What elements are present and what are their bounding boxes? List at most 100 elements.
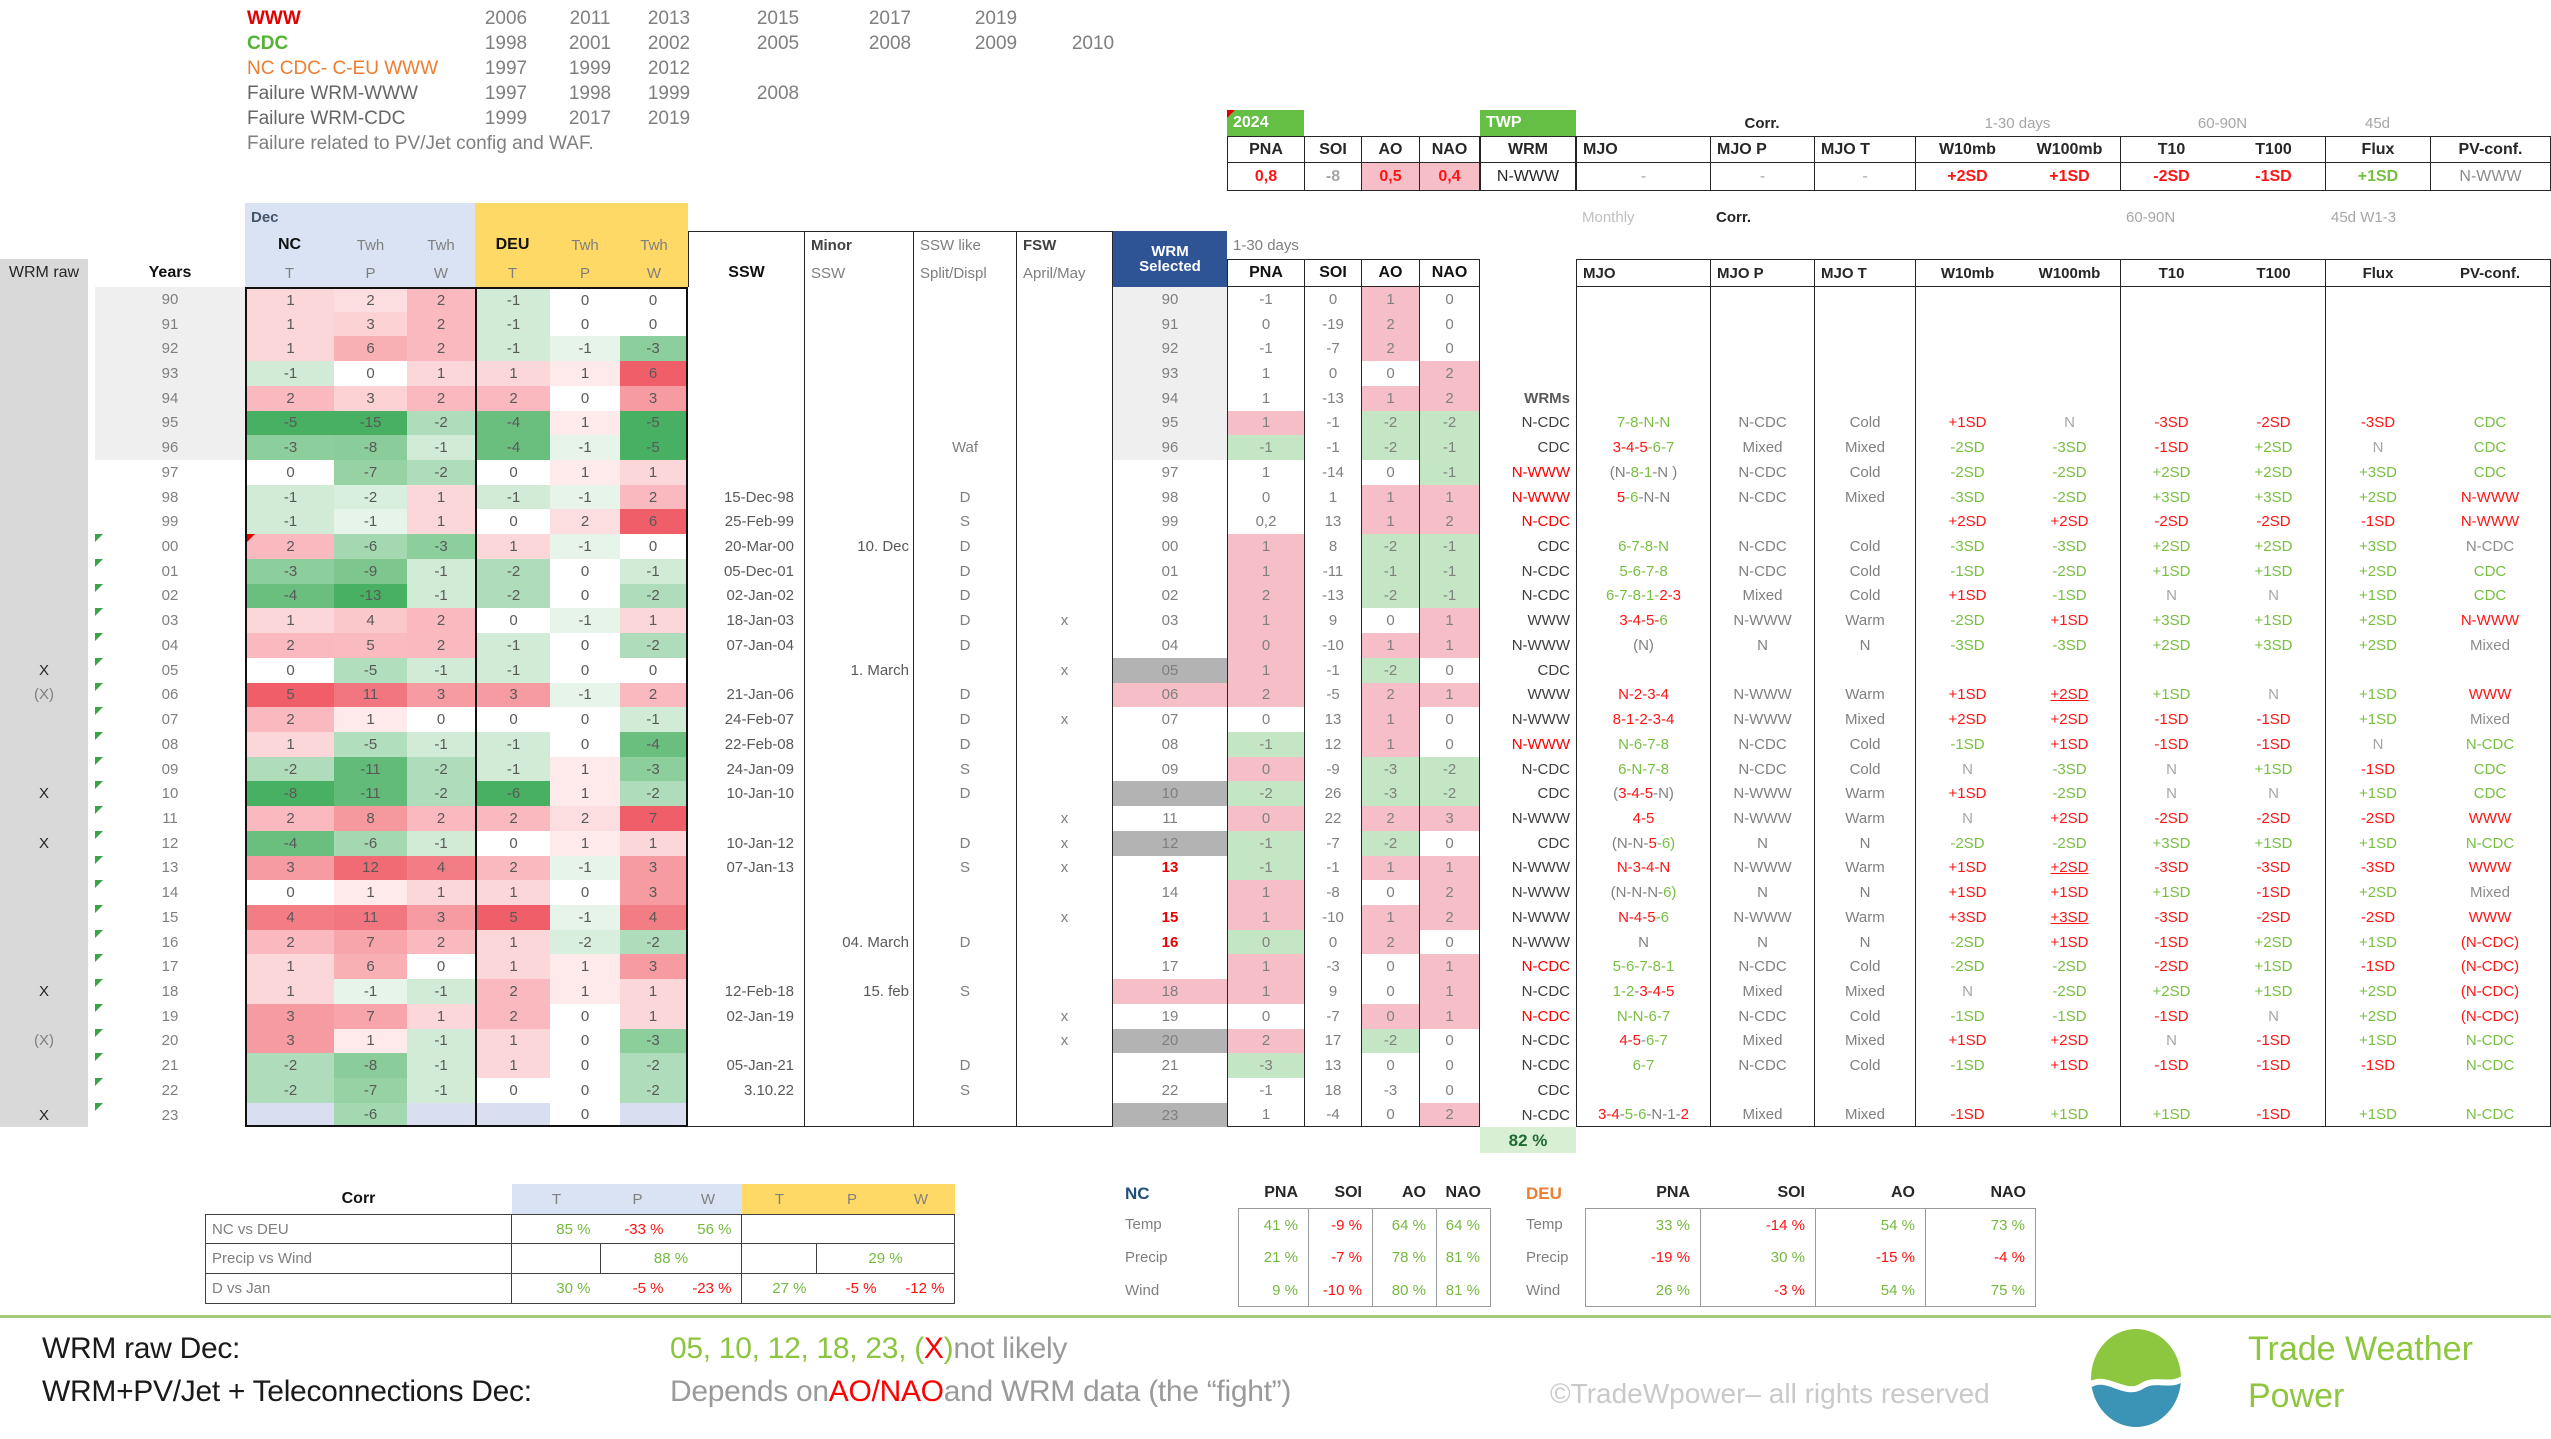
cell-10-nao[interactable]: -2 xyxy=(1419,781,1480,807)
cell-99-fsw[interactable] xyxy=(1017,509,1113,535)
corr-nc-values[interactable]: 85 % -33 % 56 % xyxy=(512,1214,742,1244)
cell-08-deu-t[interactable]: -1 xyxy=(475,731,550,757)
cell-23-deu-w[interactable] xyxy=(620,1102,688,1128)
cell-10-w10mb[interactable]: +1SD xyxy=(1915,781,2019,807)
nc-table-value-precip-soi[interactable]: -7 % xyxy=(1308,1241,1372,1274)
summary-value-wrm[interactable]: N-WWW xyxy=(1480,163,1576,191)
cell-16-nao[interactable]: 0 xyxy=(1419,929,1480,955)
summary-year-cell[interactable]: 2024 xyxy=(1227,110,1304,136)
cell-90-ssw[interactable] xyxy=(688,287,805,312)
cell-19-pna[interactable]: 0 xyxy=(1227,1003,1304,1029)
cell-01-wrm[interactable]: N-CDC xyxy=(1521,562,1570,580)
cell-93-ao[interactable]: 0 xyxy=(1361,361,1419,386)
cell-22-mjo-t[interactable] xyxy=(1814,1078,1915,1103)
cell-98-pna[interactable]: 0 xyxy=(1227,484,1304,510)
cell-22-mjo-p[interactable] xyxy=(1710,1078,1814,1103)
cell-94-wrm-raw[interactable] xyxy=(0,386,88,411)
cell-11-nc-w[interactable]: 2 xyxy=(407,806,475,831)
cell-05-nc-p[interactable]: -5 xyxy=(334,657,407,683)
cell-18-nc-p[interactable]: -1 xyxy=(334,979,407,1004)
cell-18-nao[interactable]: 1 xyxy=(1419,979,1480,1004)
cell-93-soi[interactable]: 0 xyxy=(1304,361,1361,386)
cell-18-soi[interactable]: 9 xyxy=(1304,979,1361,1004)
cell-11-pv-conf[interactable]: WWW xyxy=(2430,806,2551,831)
cell-99-w100mb[interactable]: +2SD xyxy=(2050,513,2089,531)
cell-92-nc-p[interactable]: 6 xyxy=(334,336,407,362)
cell-04-nc-p[interactable]: 5 xyxy=(334,633,407,658)
cell-19-nao[interactable]: 1 xyxy=(1419,1003,1480,1029)
cell-00-deu-p[interactable]: -1 xyxy=(550,534,620,559)
cell-07-wrm-selected[interactable]: 07 xyxy=(1161,711,1179,729)
cell-07-flux[interactable]: +1SD xyxy=(2325,707,2430,732)
cell-97-deu-w[interactable]: 1 xyxy=(620,460,688,485)
cell-11-ao[interactable]: 2 xyxy=(1361,806,1419,831)
header-mjo[interactable]: MJO xyxy=(1576,259,1710,287)
cell-19-ssw-like[interactable] xyxy=(914,1003,1017,1029)
cell-99-ssw-like[interactable]: S xyxy=(914,509,1017,535)
cell-98-ao[interactable]: 1 xyxy=(1361,484,1419,510)
cell-15-mjo[interactable]: N-4-5 -6 xyxy=(1576,904,1710,930)
cell-07-deu-p[interactable]: 0 xyxy=(550,707,620,732)
cell-03-pna[interactable]: 1 xyxy=(1227,608,1304,634)
cell-00-ssw-like[interactable]: D xyxy=(914,534,1017,559)
cell-07-t100[interactable]: -1SD xyxy=(2256,711,2291,729)
cell-12-ssw[interactable]: 10-Jan-12 xyxy=(688,830,805,856)
cell-94-wrm-selected[interactable]: 94 xyxy=(1113,385,1227,411)
cell-90-flux[interactable] xyxy=(2325,287,2430,312)
cell-10-wrm[interactable]: CDC xyxy=(1537,785,1571,803)
cell-95-ao[interactable]: -2 xyxy=(1361,410,1419,436)
cell-17-deu-t[interactable]: 1 xyxy=(475,954,550,980)
cell-19-minor-ssw[interactable] xyxy=(805,1003,914,1029)
cell-19-deu-w[interactable]: 1 xyxy=(620,1003,688,1029)
cell-12-nc-w[interactable]: -1 xyxy=(407,830,475,856)
cell-91-pna[interactable]: 0 xyxy=(1227,311,1304,337)
cell-97-w10mb[interactable]: -2SD xyxy=(1915,460,2019,485)
cell-11-mjo[interactable]: 4-5 xyxy=(1576,806,1710,831)
cell-90-pv-conf[interactable] xyxy=(2430,287,2551,312)
summary-header-w10mb[interactable]: W10mb xyxy=(1915,136,2019,163)
cell-90-t10[interactable] xyxy=(2120,287,2222,312)
cell-97-pna[interactable]: 1 xyxy=(1227,460,1304,485)
cell-95-deu-w[interactable]: -5 xyxy=(620,410,688,436)
cell-11-flux[interactable]: -2SD xyxy=(2325,806,2430,831)
cell-01-nc-w[interactable]: -1 xyxy=(407,558,475,584)
cell-92-mjo[interactable] xyxy=(1576,336,1710,362)
cell-03-ssw[interactable]: 18-Jan-03 xyxy=(688,608,805,634)
cell-18-deu-p[interactable]: 1 xyxy=(550,979,620,1004)
cell-96-w10mb[interactable]: -2SD xyxy=(1915,435,2019,461)
cell-14-w100mb[interactable]: +1SD xyxy=(2050,884,2089,902)
cell-16-deu-t[interactable]: 1 xyxy=(475,929,550,955)
cell-06-t10[interactable]: +1SD xyxy=(2120,682,2222,708)
cell-90-nao[interactable]: 0 xyxy=(1419,287,1480,312)
cell-04-deu-t[interactable]: -1 xyxy=(475,633,550,658)
header-dec[interactable]: Dec xyxy=(251,208,279,226)
cell-02-t10[interactable]: N xyxy=(2120,583,2222,609)
cell-02-mjo-p[interactable]: Mixed xyxy=(1710,583,1814,609)
cell-90-deu-t[interactable]: -1 xyxy=(475,287,550,312)
header-years[interactable]: Years xyxy=(148,264,192,281)
cell-97-nc-w[interactable]: -2 xyxy=(407,460,475,485)
cell-90-minor-ssw[interactable] xyxy=(805,287,914,312)
cell-02-wrm[interactable]: N-CDC xyxy=(1521,587,1570,605)
cell-00-minor-ssw[interactable]: 10. Dec xyxy=(805,534,914,559)
cell-20-nc-p[interactable]: 1 xyxy=(334,1028,407,1054)
cell-07-wrm[interactable]: N-WWW xyxy=(1511,711,1570,729)
cell-13-w10mb[interactable]: +1SD xyxy=(1915,855,2019,881)
cell-13-t10[interactable]: -3SD xyxy=(2120,855,2222,881)
cell-09-mjo[interactable]: 6-N-7-8 xyxy=(1576,756,1710,782)
cell-12-deu-p[interactable]: 1 xyxy=(550,830,620,856)
cell-96-mjo-t[interactable]: Mixed xyxy=(1814,435,1915,461)
cell-18-deu-t[interactable]: 2 xyxy=(475,979,550,1004)
cell-94-ssw-like[interactable] xyxy=(914,385,1017,411)
cell-15-w10mb[interactable]: +3SD xyxy=(1915,904,2019,930)
cell-09-minor-ssw[interactable] xyxy=(805,756,914,782)
cell-23-year[interactable]: 23 xyxy=(95,1102,245,1128)
cell-20-wrm-raw[interactable]: (X) xyxy=(34,1032,54,1050)
cell-23-w10mb[interactable]: -1SD xyxy=(1915,1102,2019,1128)
cell-90-nc-t[interactable]: 1 xyxy=(245,287,334,312)
cell-98-flux[interactable]: +2SD xyxy=(2325,484,2430,510)
summary-value-w100mb[interactable]: +1SD xyxy=(2019,163,2120,191)
cell-91-mjo-p[interactable] xyxy=(1710,311,1814,337)
cell-23-wrm[interactable]: N-CDC xyxy=(1521,1106,1570,1124)
cell-18-mjo[interactable]: 1-2-3-4-5 xyxy=(1576,979,1710,1004)
